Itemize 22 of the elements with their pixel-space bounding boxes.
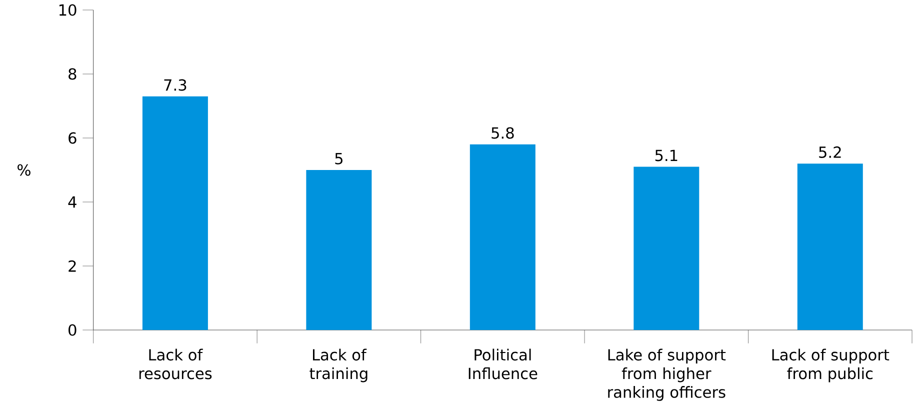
x-tick-label: Lack of training xyxy=(310,348,368,382)
bar xyxy=(634,166,700,330)
data-label: 5.1 xyxy=(655,150,678,162)
data-label: 5.2 xyxy=(819,146,841,158)
x-tick-label: Lack of resources xyxy=(139,348,212,380)
y-tick-label: 2 xyxy=(68,260,76,272)
y-tick-label: 10 xyxy=(59,4,76,16)
data-label: 5.8 xyxy=(492,127,514,139)
x-tick-label: Political Influence xyxy=(468,348,538,380)
y-tick-label: 4 xyxy=(68,196,76,208)
x-tick-label: Lack of support from public xyxy=(772,348,890,382)
x-tick-label: Lake of support from higher ranking officers xyxy=(608,348,726,401)
bar xyxy=(470,144,536,330)
bar xyxy=(797,164,863,330)
y-axis-title: % xyxy=(18,164,30,176)
y-tick-label: 6 xyxy=(68,132,76,144)
data-label: 5 xyxy=(335,153,342,164)
bar xyxy=(142,96,208,330)
y-tick-label: 8 xyxy=(68,68,76,80)
data-label: 7.3 xyxy=(164,79,186,91)
y-tick-label: 0 xyxy=(68,324,76,336)
bar xyxy=(306,170,372,330)
